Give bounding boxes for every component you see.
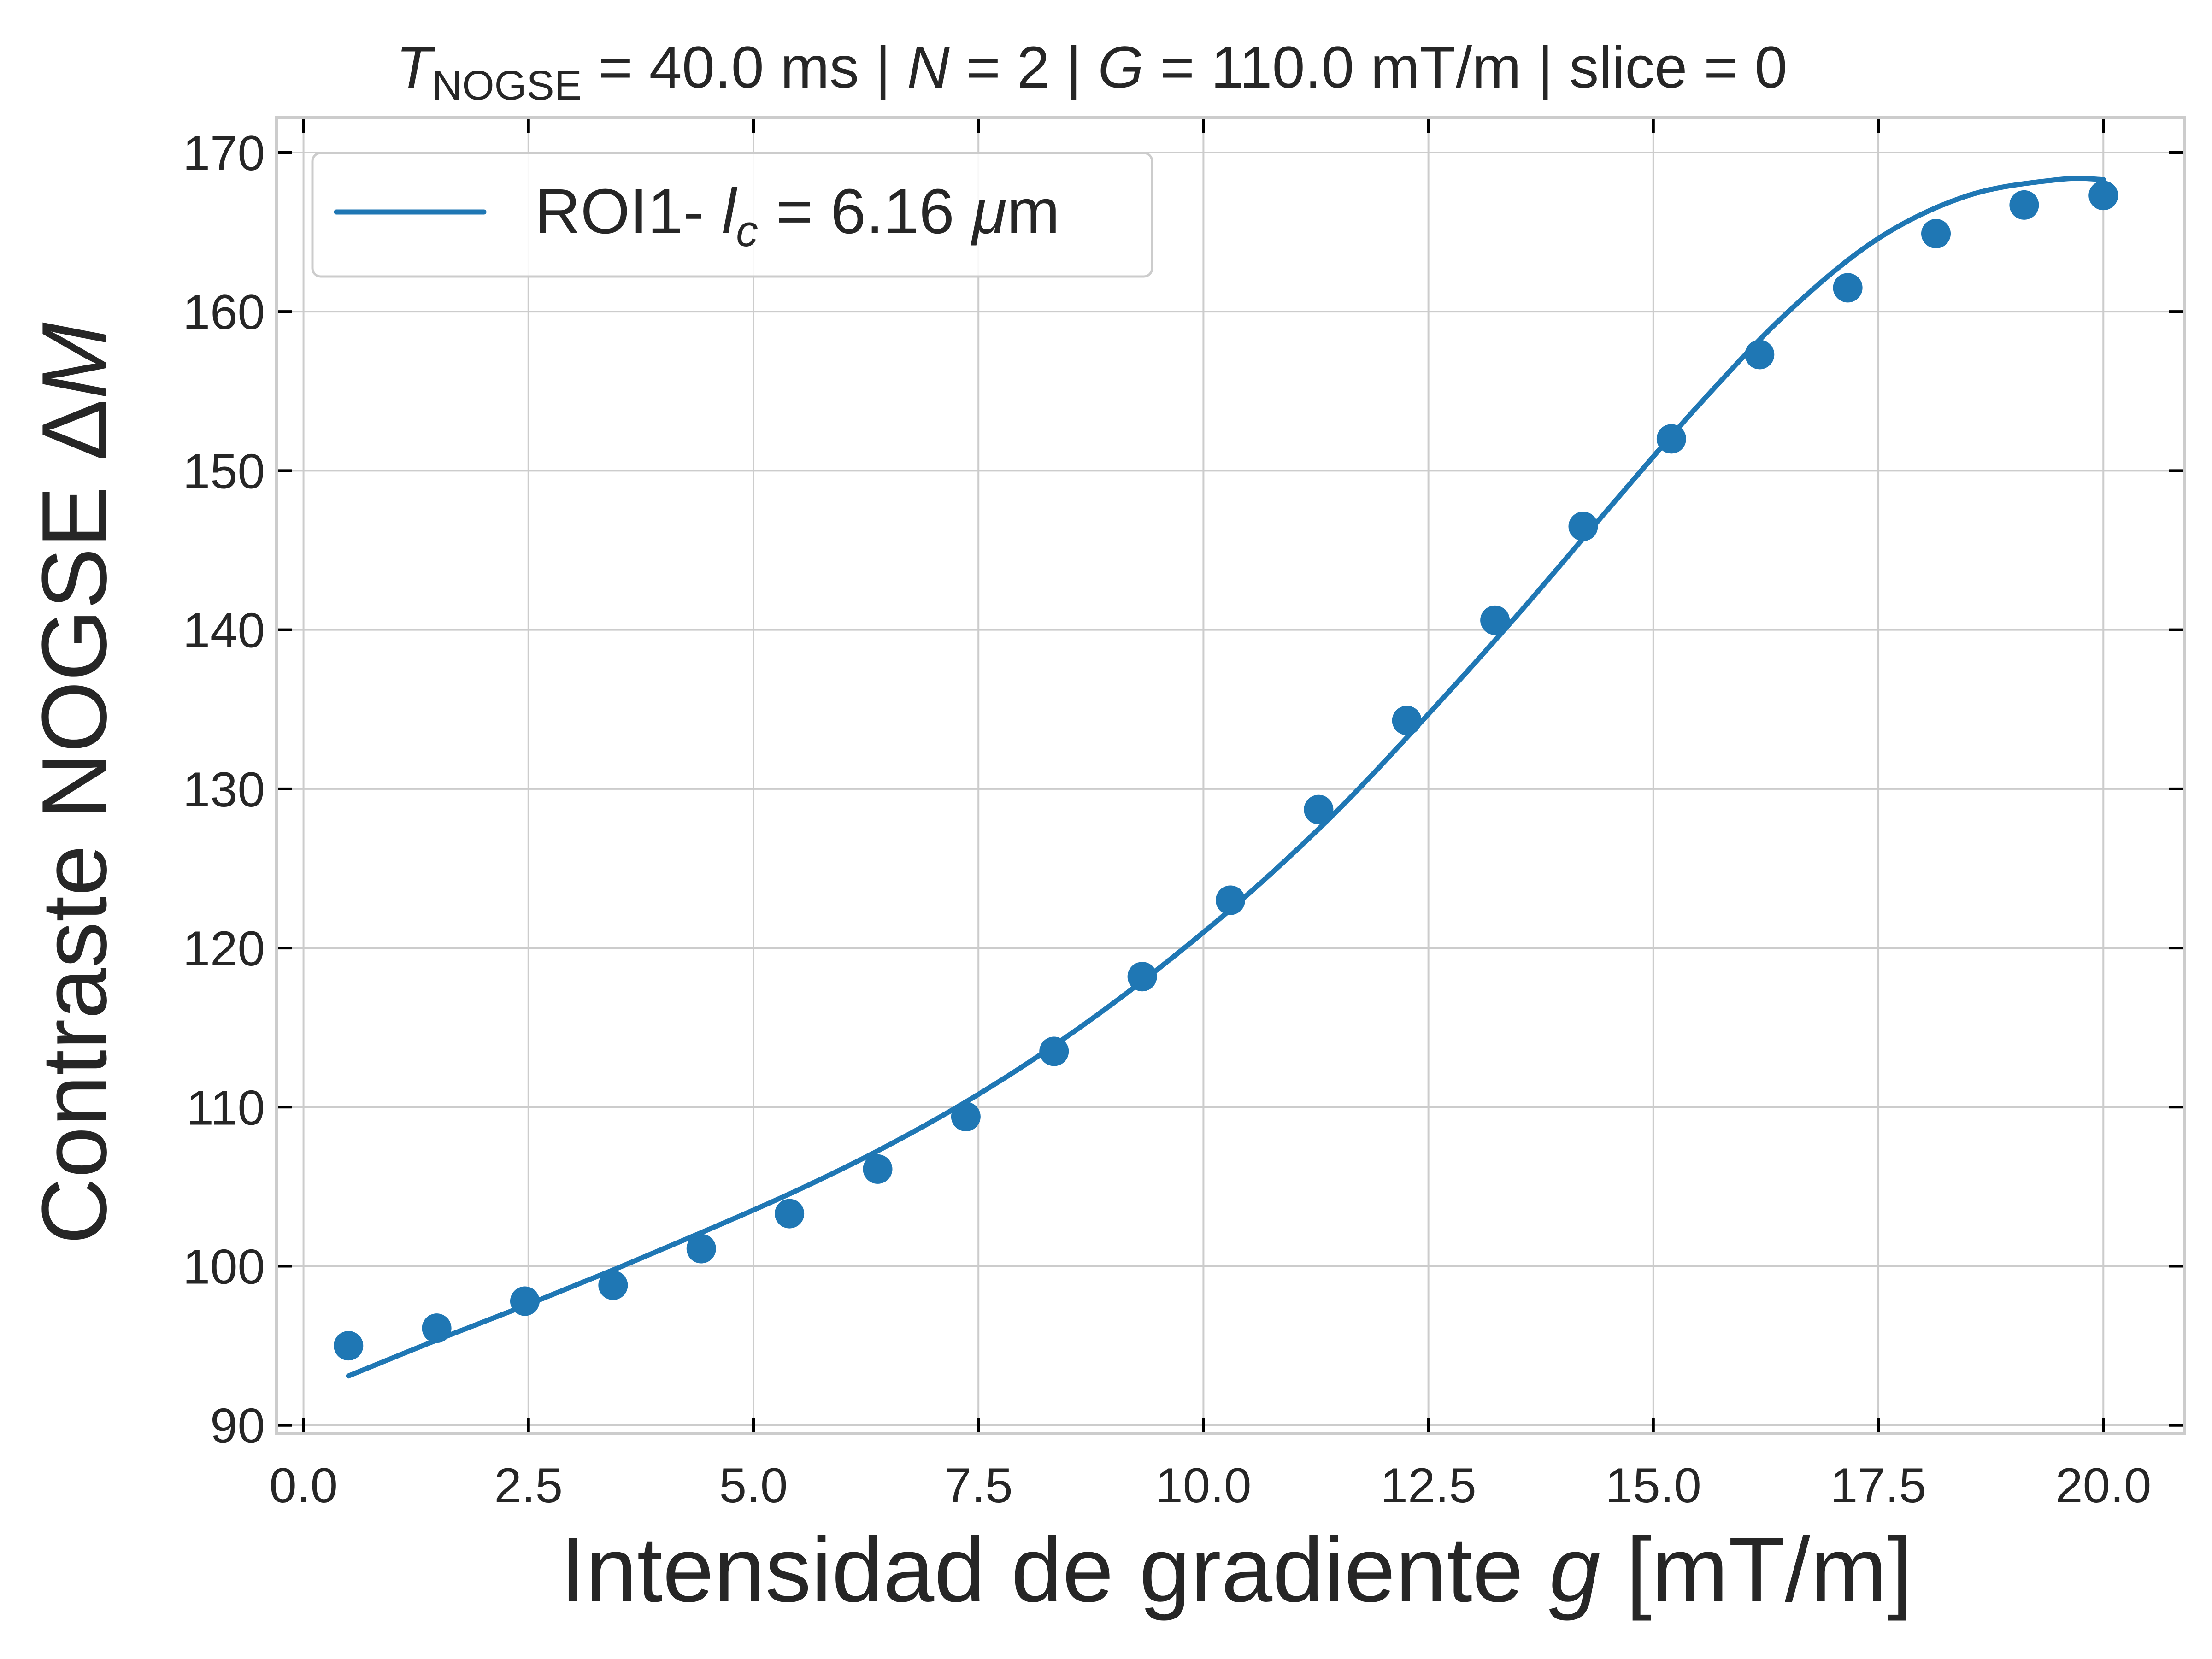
x-axis-title-var: g [1549, 1518, 1600, 1621]
data-point [598, 1270, 628, 1300]
plot-frame [275, 116, 2186, 1435]
legend: ROI1- lc = 6.16 μm [311, 152, 1153, 278]
legend-label-unit: m [1007, 176, 1060, 247]
data-point [775, 1199, 805, 1229]
x-axis-title-suffix: [mT/m] [1600, 1518, 1913, 1621]
y-tick-label: 160 [182, 284, 265, 340]
y-tick-label: 150 [182, 443, 265, 499]
tick-labels: 0.0 2.5 5.0 7.5 10.0 12.5 15.0 17.5 20.0 90 100 110… [182, 125, 2151, 1513]
y-tick-label: 120 [182, 921, 265, 976]
legend-box [311, 152, 1153, 278]
data-point [334, 1331, 364, 1361]
x-axis-title-prefix: Intensidad de gradiente [560, 1518, 1549, 1621]
chart-title: TNOGSE = 40.0 ms | N = 2 | G = 110.0 mT/… [396, 35, 1787, 109]
grid [276, 118, 2184, 1433]
y-tick-label: 110 [186, 1080, 265, 1135]
data-point [510, 1286, 540, 1316]
data-point [1127, 962, 1157, 992]
data-point [1039, 1036, 1069, 1066]
x-tick-label: 17.5 [1830, 1458, 1926, 1513]
data-point [1833, 273, 1863, 303]
title-g-value: = 110.0 mT/m | slice = 0 [1144, 35, 1788, 100]
title-g-symbol: G [1098, 35, 1144, 100]
data-point [2088, 181, 2118, 211]
x-tick-label: 15.0 [1606, 1458, 1701, 1513]
data-point [686, 1234, 716, 1264]
legend-label-sub: c [736, 206, 758, 256]
x-tick-label: 0.0 [269, 1458, 338, 1513]
y-tick-label: 140 [182, 603, 265, 658]
x-tick-label: 10.0 [1155, 1458, 1251, 1513]
legend-label-var: l [722, 176, 737, 247]
data-point [951, 1102, 981, 1132]
title-n-value: = 2 | [950, 35, 1098, 100]
fit-curve [346, 176, 2106, 1379]
x-tick-label: 5.0 [719, 1458, 788, 1513]
y-tick-label: 130 [182, 762, 265, 817]
data-point [1745, 340, 1775, 370]
data-point [1480, 605, 1510, 635]
y-tick-label: 170 [182, 125, 265, 181]
x-tick-label: 2.5 [494, 1458, 563, 1513]
legend-label-prefix: ROI1- [535, 176, 722, 247]
data-point [1921, 219, 1951, 249]
title-t-value: = 40.0 ms | [582, 35, 907, 100]
title-t-symbol: T [396, 35, 435, 100]
data-point [863, 1154, 893, 1184]
ticks [276, 118, 2184, 1433]
y-axis-title-var: M [23, 322, 126, 399]
x-tick-label: 12.5 [1380, 1458, 1476, 1513]
y-axis-title-prefix: Contraste NOGSE Δ [23, 399, 126, 1244]
x-axis-title: Intensidad de gradiente g [mT/m] [560, 1518, 1913, 1621]
data-point [1304, 794, 1334, 824]
y-tick-label: 100 [182, 1239, 265, 1294]
data-point [1568, 512, 1598, 541]
data-point [422, 1313, 452, 1343]
x-tick-label: 7.5 [944, 1458, 1013, 1513]
legend-label-value: = 6.16 [758, 176, 972, 247]
plot-data [334, 176, 2118, 1379]
data-point [2009, 190, 2039, 220]
legend-label: ROI1- lc = 6.16 μm [535, 176, 1060, 256]
data-point [1656, 424, 1686, 454]
x-tick-label: 20.0 [2055, 1458, 2151, 1513]
data-point [1216, 885, 1245, 915]
y-tick-label: 90 [210, 1398, 265, 1453]
data-point [1392, 706, 1422, 735]
legend-label-mu: μ [971, 176, 1007, 247]
title-t-subscript: NOGSE [432, 63, 582, 109]
title-n-symbol: N [907, 35, 950, 100]
y-axis-title: Contraste NOGSE ΔM [23, 322, 126, 1244]
